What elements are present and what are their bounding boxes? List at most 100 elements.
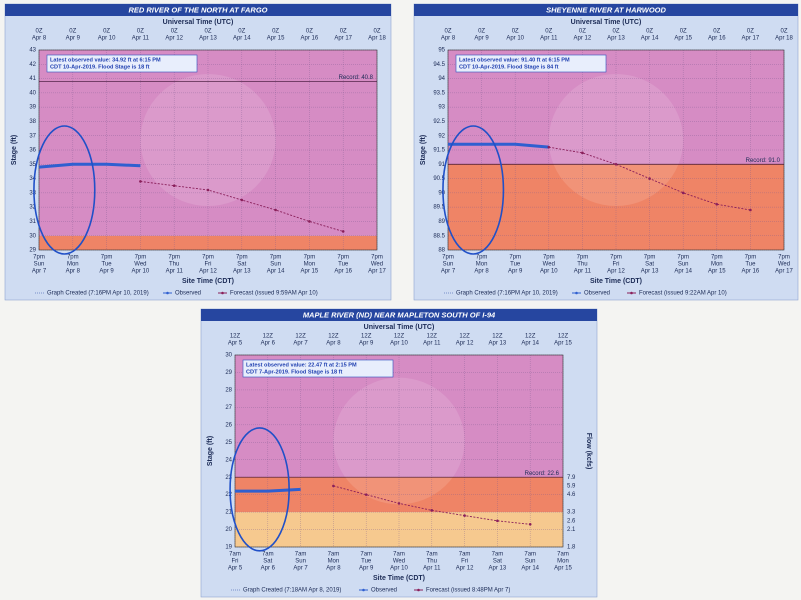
y-tick-label: 91.5 — [433, 148, 445, 154]
y2-tick-label: 3.3 — [567, 510, 576, 516]
forecast-point — [463, 514, 466, 517]
y-tick-label: 40 — [29, 90, 36, 96]
x-tick-label: 7am — [524, 552, 536, 558]
x-tick-label: Apr 11 — [423, 566, 441, 572]
chart-title: SHEYENNE RIVER AT HARWOOD — [546, 5, 666, 14]
top-tick-label: Apr 13 — [489, 341, 507, 347]
y-tick-label: 29 — [29, 248, 36, 254]
x-tick-label: Sun — [525, 559, 536, 565]
top-tick-label: Apr 16 — [301, 36, 319, 42]
legend-label: Observed — [584, 291, 610, 297]
y-tick-label: 20 — [225, 527, 232, 533]
top-tick-label: 0Z — [512, 29, 519, 35]
x-axis-title: Site Time (CDT) — [373, 575, 425, 582]
top-tick-label: Apr 12 — [574, 36, 592, 42]
y-tick-label: 26 — [225, 422, 232, 428]
y-tick-label: 19 — [225, 545, 232, 551]
x-tick-label: Apr 15 — [554, 566, 572, 572]
top-tick-label: Apr 15 — [554, 341, 572, 347]
x-tick-label: Tue — [102, 262, 113, 268]
x-tick-label: Mon — [557, 559, 569, 565]
y-tick-label: 92 — [438, 133, 445, 139]
y-axis-title: Stage (ft) — [11, 135, 18, 165]
y-tick-label: 25 — [225, 440, 232, 446]
x-tick-label: Thu — [427, 559, 437, 565]
x-tick-label: Fri — [205, 262, 212, 268]
legend-label: Forecast (issued 9:59AM Apr 10) — [230, 291, 318, 297]
top-tick-label: 0Z — [204, 29, 211, 35]
x-tick-label: Mon — [476, 262, 488, 268]
title-bar — [414, 4, 798, 16]
top-tick-label: Apr 6 — [261, 341, 276, 347]
y-tick-label: 39 — [29, 105, 36, 111]
y-tick-label: 34 — [29, 176, 36, 182]
x-tick-label: 7am — [360, 552, 372, 558]
x-tick-label: Apr 14 — [267, 269, 285, 275]
x-tick-label: Sat — [493, 559, 502, 565]
x-tick-label: Apr 16 — [742, 269, 760, 275]
x-tick-label: Apr 10 — [390, 566, 408, 572]
top-tick-label: Apr 11 — [423, 341, 441, 347]
x-tick-label: 7am — [229, 552, 241, 558]
top-tick-label: 0Z — [747, 29, 754, 35]
top-tick-label: Apr 17 — [742, 36, 760, 42]
x-tick-label: 7pm — [745, 255, 757, 261]
top-tick-label: Apr 17 — [334, 36, 352, 42]
x-tick-label: Apr 8 — [326, 566, 341, 572]
y-tick-label: 27 — [225, 405, 232, 411]
latest-observed: CDT 7-Apr-2019. Flood Stage is 18 ft — [246, 369, 342, 375]
x-tick-label: 7am — [426, 552, 438, 558]
x-tick-label: Sat — [237, 262, 246, 268]
latest-observed: Latest observed value: 22.47 ft at 2:15 … — [246, 362, 357, 368]
x-tick-label: Apr 12 — [456, 566, 474, 572]
forecast-point — [332, 484, 335, 488]
latest-observed: Latest observed value: 34.92 ft at 6:15 … — [50, 57, 161, 63]
x-tick-label: Thu — [169, 262, 179, 268]
x-tick-label: Apr 13 — [641, 269, 659, 275]
x-tick-label: Fri — [232, 559, 239, 565]
y-tick-label: 28 — [225, 387, 232, 393]
record-label: Record: 22.6 — [525, 471, 560, 477]
top-tick-label: Apr 15 — [267, 36, 285, 42]
x-tick-label: 7pm — [304, 255, 316, 261]
forecast-point — [581, 151, 584, 155]
forecast-point — [430, 509, 434, 512]
top-tick-label: 0Z — [272, 29, 279, 35]
top-axis-title: Universal Time (UTC) — [364, 324, 435, 331]
x-tick-label: Apr 9 — [508, 269, 523, 275]
top-tick-label: Apr 12 — [456, 341, 474, 347]
y-tick-label: 43 — [29, 48, 36, 54]
y-tick-label: 89 — [438, 219, 445, 225]
top-tick-label: Apr 10 — [390, 341, 408, 347]
top-tick-label: Apr 9 — [474, 36, 489, 42]
forecast-point — [308, 220, 311, 223]
top-tick-label: 12Z — [492, 334, 503, 340]
forecast-point — [528, 523, 532, 526]
x-tick-label: 7pm — [337, 255, 349, 261]
forecast-point — [681, 191, 685, 195]
y-tick-label: 30 — [225, 353, 232, 359]
top-tick-label: Apr 12 — [165, 36, 183, 42]
y2-tick-label: 5.9 — [567, 483, 576, 489]
x-tick-label: Fri — [613, 262, 620, 268]
x-axis-title: Site Time (CDT) — [590, 278, 642, 285]
graph-created: Graph Created (7:16PM Apr 10, 2019) — [456, 291, 558, 297]
y-tick-label: 38 — [29, 119, 36, 125]
top-tick-label: 0Z — [35, 29, 42, 35]
top-tick-label: 0Z — [444, 29, 451, 35]
y2-axis-title: Flow (kcfs) — [585, 433, 592, 470]
x-tick-label: Sun — [270, 262, 281, 268]
y2-tick-label: 2.6 — [567, 518, 576, 524]
plot-frame — [447, 49, 785, 251]
x-tick-label: Apr 13 — [233, 269, 251, 275]
top-tick-label: Apr 8 — [441, 36, 456, 42]
y-tick-label: 90.5 — [433, 176, 445, 182]
x-tick-label: Apr 11 — [574, 269, 592, 275]
legend-dot — [575, 291, 578, 295]
x-tick-label: Sun — [34, 262, 45, 268]
top-tick-label: 12Z — [263, 334, 274, 340]
latest-box — [46, 54, 198, 73]
top-tick-label: 0Z — [646, 29, 653, 35]
chart-title: MAPLE RIVER (ND) NEAR MAPLETON SOUTH OF … — [303, 310, 496, 319]
